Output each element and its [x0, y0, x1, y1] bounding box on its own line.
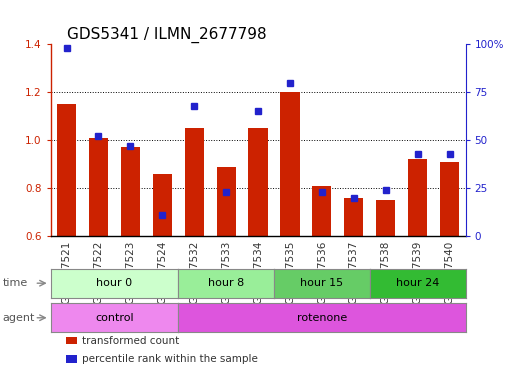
Bar	[312, 186, 331, 236]
Bar	[153, 174, 172, 236]
Text: hour 8: hour 8	[208, 278, 244, 288]
Bar	[280, 92, 299, 236]
Text: rotenone: rotenone	[296, 313, 346, 323]
Text: GDS5341 / ILMN_2677798: GDS5341 / ILMN_2677798	[67, 26, 266, 43]
Text: agent: agent	[3, 313, 35, 323]
Text: hour 0: hour 0	[96, 278, 132, 288]
Bar	[439, 162, 458, 236]
Bar	[216, 167, 235, 236]
Bar	[343, 198, 363, 236]
Text: percentile rank within the sample: percentile rank within the sample	[82, 354, 258, 364]
Text: hour 15: hour 15	[300, 278, 343, 288]
Bar	[407, 159, 426, 236]
Bar	[121, 147, 140, 236]
Bar	[57, 104, 76, 236]
Bar	[375, 200, 394, 236]
Bar	[184, 128, 204, 236]
Bar	[89, 138, 108, 236]
Text: control: control	[95, 313, 133, 323]
Text: transformed count: transformed count	[82, 336, 179, 346]
Text: hour 24: hour 24	[395, 278, 438, 288]
Text: time: time	[3, 278, 28, 288]
Bar	[248, 128, 267, 236]
